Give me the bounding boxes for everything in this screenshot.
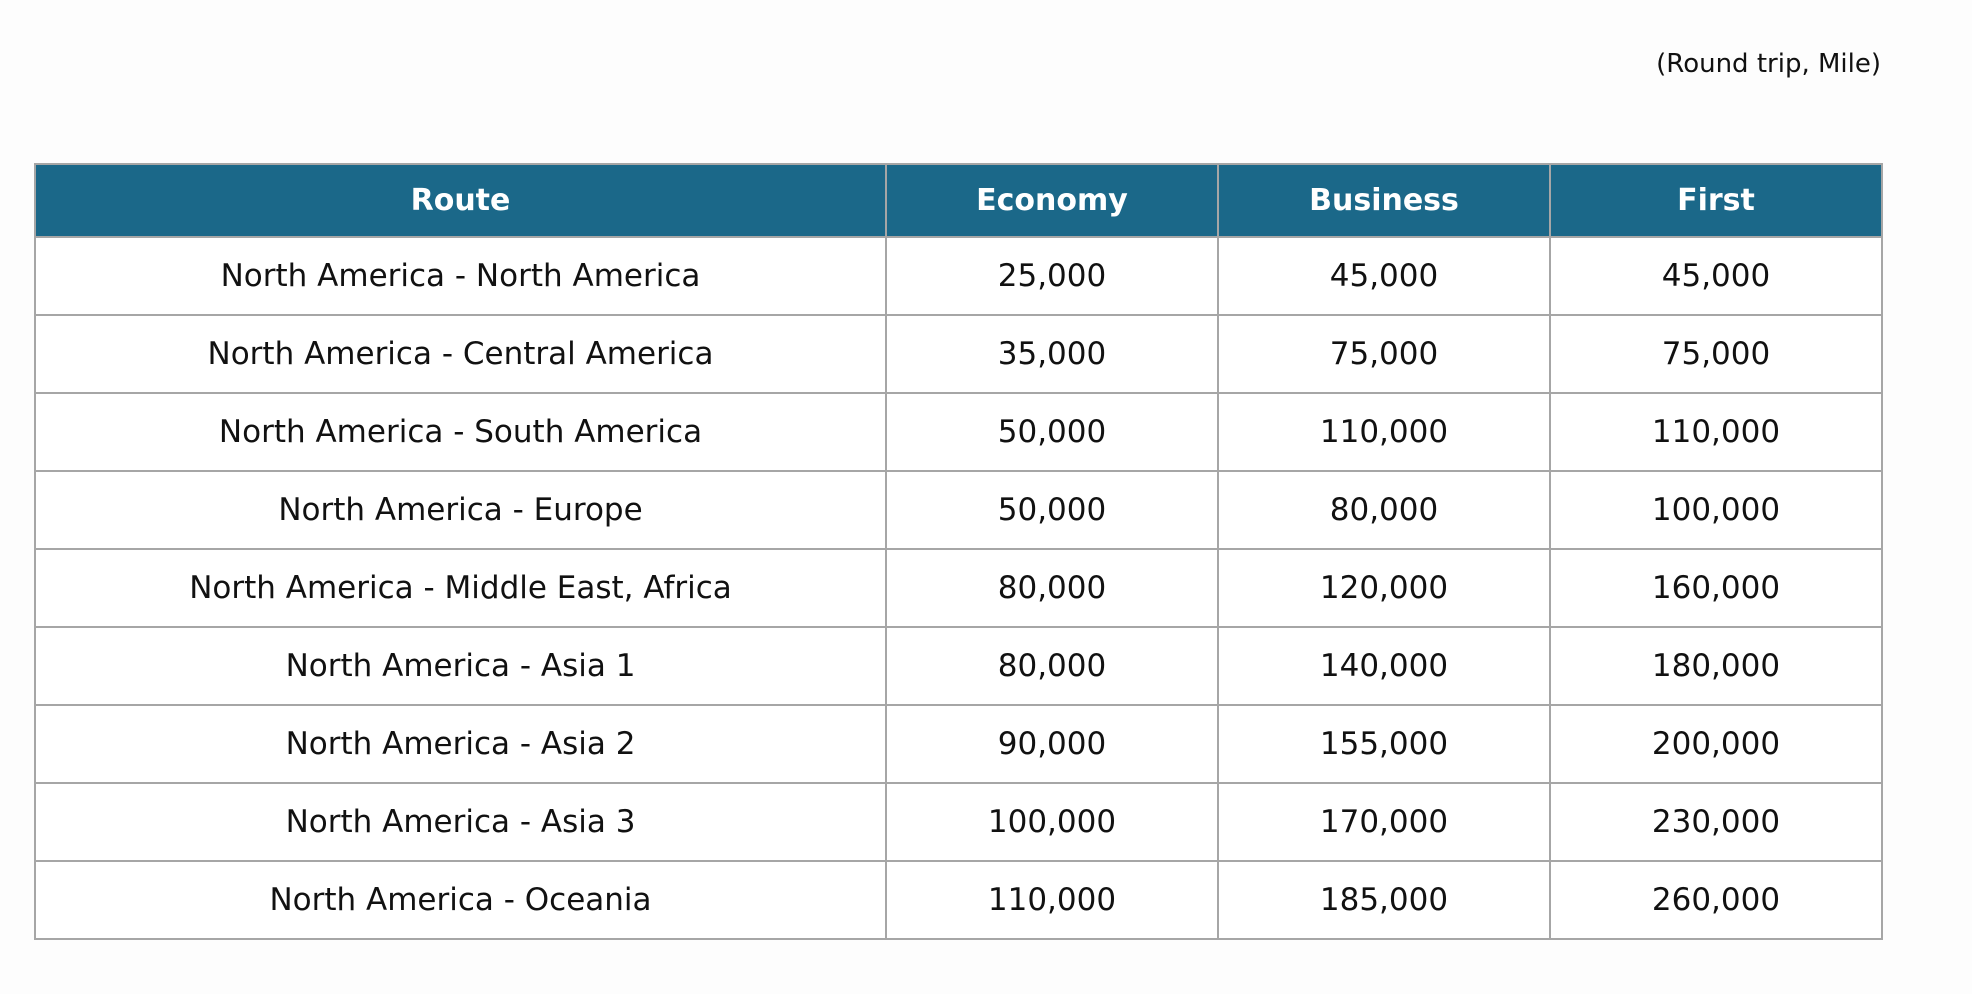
table-row: North America - Europe 50,000 80,000 100… [34,470,1883,550]
route-cell: North America - Europe [34,470,887,550]
first-cell: 110,000 [1549,392,1883,472]
table-row: North America - South America 50,000 110… [34,392,1883,472]
table-row: North America - Asia 1 80,000 140,000 18… [34,626,1883,706]
column-header-first: First [1549,163,1883,238]
first-cell: 230,000 [1549,782,1883,862]
route-cell: North America - Central America [34,314,887,394]
award-miles-table: Route Economy Business First North Ameri… [34,163,1883,940]
units-note: (Round trip, Mile) [1656,49,1881,79]
business-cell: 185,000 [1217,860,1551,940]
route-cell: North America - South America [34,392,887,472]
table-row: North America - North America 25,000 45,… [34,236,1883,316]
column-header-business: Business [1217,163,1551,238]
route-cell: North America - North America [34,236,887,316]
table-row: North America - Middle East, Africa 80,0… [34,548,1883,628]
table-row: North America - Oceania 110,000 185,000 … [34,860,1883,940]
table-row: North America - Central America 35,000 7… [34,314,1883,394]
first-cell: 200,000 [1549,704,1883,784]
business-cell: 45,000 [1217,236,1551,316]
first-cell: 75,000 [1549,314,1883,394]
business-cell: 110,000 [1217,392,1551,472]
column-header-economy: Economy [885,163,1219,238]
economy-cell: 35,000 [885,314,1219,394]
business-cell: 170,000 [1217,782,1551,862]
economy-cell: 90,000 [885,704,1219,784]
first-cell: 180,000 [1549,626,1883,706]
first-cell: 100,000 [1549,470,1883,550]
business-cell: 75,000 [1217,314,1551,394]
route-cell: North America - Middle East, Africa [34,548,887,628]
route-cell: North America - Asia 3 [34,782,887,862]
business-cell: 155,000 [1217,704,1551,784]
first-cell: 160,000 [1549,548,1883,628]
economy-cell: 50,000 [885,392,1219,472]
economy-cell: 25,000 [885,236,1219,316]
route-cell: North America - Oceania [34,860,887,940]
table-row: North America - Asia 3 100,000 170,000 2… [34,782,1883,862]
business-cell: 140,000 [1217,626,1551,706]
economy-cell: 80,000 [885,548,1219,628]
first-cell: 260,000 [1549,860,1883,940]
route-cell: North America - Asia 1 [34,626,887,706]
economy-cell: 80,000 [885,626,1219,706]
table-header-row: Route Economy Business First [34,163,1883,238]
column-header-route: Route [34,163,887,238]
economy-cell: 50,000 [885,470,1219,550]
business-cell: 120,000 [1217,548,1551,628]
route-cell: North America - Asia 2 [34,704,887,784]
first-cell: 45,000 [1549,236,1883,316]
table-row: North America - Asia 2 90,000 155,000 20… [34,704,1883,784]
economy-cell: 110,000 [885,860,1219,940]
economy-cell: 100,000 [885,782,1219,862]
business-cell: 80,000 [1217,470,1551,550]
